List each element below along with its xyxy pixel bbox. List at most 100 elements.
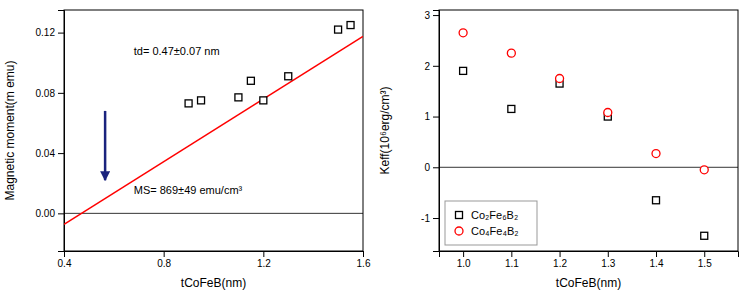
point (653, 197, 660, 204)
y-tick-mark (433, 167, 439, 168)
y-tick: -1 (421, 213, 439, 224)
annotation: MS= 869±49 emu/cm³ (134, 184, 243, 196)
x-tick-label: 0.8 (157, 258, 171, 269)
panel: 1.01.11.21.31.41.5-10123tCoFeB(nm)Keff(1… (378, 10, 739, 290)
x-tick: 1.3 (601, 251, 615, 269)
y-tick-label: 0.12 (36, 27, 56, 38)
x-tick-label: 1.2 (553, 258, 567, 269)
point (459, 29, 467, 37)
annotation: td= 0.47±0.07 nm (134, 45, 220, 57)
y-tick-mark (58, 93, 64, 94)
y-tick-label: 1 (424, 111, 430, 122)
plot-area (64, 22, 363, 225)
legend-label: Co₂Fe₆B₂ (471, 209, 518, 221)
panel: 0.4 0.8 1.2 1.6 0.00 0.04 0.08 0.12 tCoFeB(nm) Ma… (3, 10, 371, 290)
x-tick-label: 0.4 (58, 258, 72, 269)
x-tick-mark (263, 251, 264, 257)
y-tick-label: -1 (421, 213, 430, 224)
zero-line (439, 167, 738, 168)
y-axis-line (433, 11, 440, 252)
point (347, 22, 354, 29)
point (507, 49, 515, 57)
x-tick: 1.6 (357, 251, 371, 269)
y-tick-label: 3 (424, 10, 430, 21)
x-tick-mark (560, 251, 561, 257)
scatter-series (185, 22, 354, 107)
x-tick-label: 1.2 (257, 258, 271, 269)
point (701, 232, 708, 239)
point (260, 97, 267, 104)
x-tick-mark (704, 251, 705, 257)
y-tick-label: 0.08 (36, 88, 56, 99)
y-tick-label: 0.00 (36, 208, 56, 219)
x-tick: 1.5 (698, 251, 712, 269)
y-tick: 0.12 (36, 27, 64, 38)
y-axis: -1 0 1 2 3 (421, 10, 439, 252)
x-tick: 1.1 (505, 251, 519, 269)
y-axis: 0.00 0.04 0.08 0.12 (36, 11, 65, 252)
y-tick-mark (433, 66, 439, 67)
point (185, 100, 192, 107)
legend: Co₂Fe₆B₂ Co₄Fe₄B₂ (445, 201, 537, 245)
legend-box (445, 201, 537, 245)
x-axis-line (440, 252, 739, 258)
x-tick-label: 1.6 (357, 258, 371, 269)
x-tick-mark (463, 251, 464, 257)
x-tick-label: 1.1 (505, 258, 519, 269)
x-tick-label: 1.4 (650, 258, 664, 269)
x-tick: 1.2 (257, 251, 271, 269)
y-tick-mark (433, 15, 439, 16)
y-tick-label: 0 (424, 162, 430, 173)
x-tick-mark (608, 251, 609, 257)
y-tick-mark (58, 213, 64, 214)
figure: 0.4 0.8 1.2 1.6 0.00 0.04 0.08 0.12 tCoFeB(nm) Ma… (0, 0, 750, 293)
point (556, 74, 564, 82)
y-tick: 0.04 (36, 148, 64, 159)
legend-label: Co₄Fe₄B₂ (471, 225, 519, 237)
y-tick-mark (58, 153, 64, 154)
x-tick-label: 1.0 (457, 258, 471, 269)
y-tick: 0 (424, 162, 439, 173)
y-tick: 2 (424, 61, 439, 72)
y-axis-title: Magnetic moment(m emu) (3, 60, 17, 200)
x-axis: 0.4 0.8 1.2 1.6 (58, 251, 371, 269)
point (700, 166, 708, 174)
legend-symbol (456, 212, 463, 219)
zero-line (64, 213, 363, 214)
y-tick-label: 2 (424, 61, 430, 72)
x-tick-mark (164, 251, 165, 257)
x-axis-line (65, 252, 364, 258)
annotations: td= 0.47±0.07 nm MS= 869±49 emu/cm³ (134, 45, 243, 196)
x-tick: 0.8 (157, 251, 171, 269)
point (247, 77, 254, 84)
point (235, 94, 242, 101)
point (652, 150, 660, 158)
y-tick: 3 (424, 10, 439, 21)
y-tick-label: 0.04 (36, 148, 56, 159)
point (198, 97, 205, 104)
point (460, 67, 467, 74)
y-tick: 0.00 (36, 208, 64, 219)
arrow (104, 111, 107, 180)
x-axis: 1.0 1.1 1.2 1.3 1.4 1.5 (440, 251, 739, 269)
y-tick: 1 (424, 111, 439, 122)
scatter-series (460, 67, 708, 239)
x-tick: 1.0 (457, 251, 471, 269)
plot-frame (439, 10, 738, 251)
x-axis-title: tCoFeB(nm) (181, 276, 246, 290)
y-tick-mark (58, 33, 64, 34)
point (508, 105, 515, 112)
x-tick-mark (511, 251, 512, 257)
point (604, 108, 612, 116)
plot-frame (64, 10, 363, 251)
x-tick: 1.2 (553, 251, 567, 269)
x-tick: 0.4 (58, 251, 72, 269)
y-tick-mark (433, 117, 439, 118)
x-tick: 1.4 (650, 251, 664, 269)
y-tick: 0.08 (36, 88, 64, 99)
x-tick-mark (656, 251, 657, 257)
y-tick-mark (433, 218, 439, 219)
scatter-series (459, 29, 708, 174)
fit-line (64, 36, 363, 224)
x-axis-title: tCoFeB(nm) (556, 276, 621, 290)
